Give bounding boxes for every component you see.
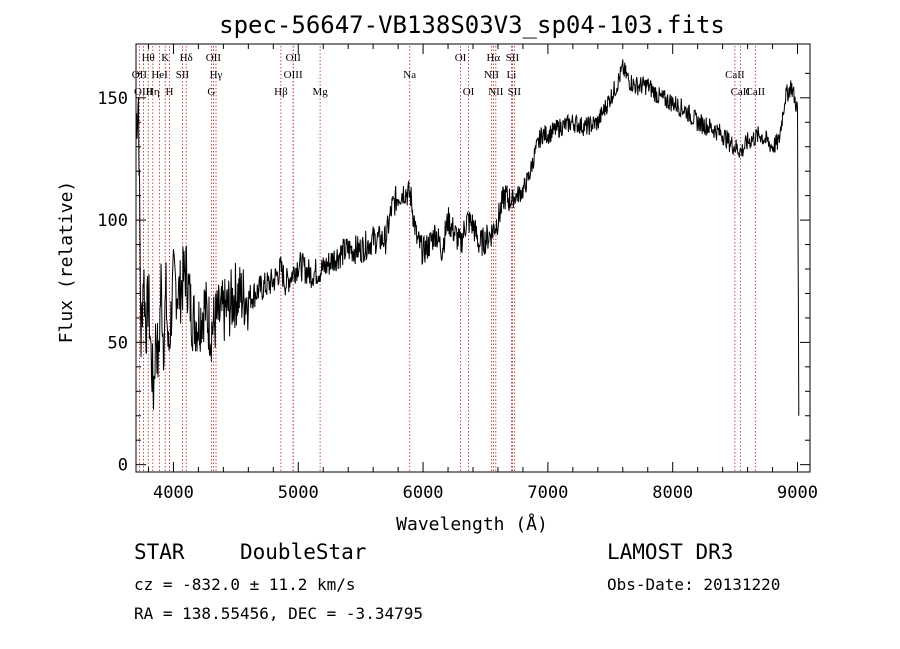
ra-dec: RA = 138.55456, DEC = -3.34795 [134, 604, 423, 623]
y-axis-label: Flux (relative) [56, 181, 77, 344]
spectral-line-label: Hα [486, 52, 500, 64]
spectral-line-label: CaII [731, 86, 751, 98]
x-tick-label: 7000 [527, 483, 568, 503]
spectral-line-label: Mg [312, 86, 328, 98]
flux-line [135, 59, 800, 416]
x-tick-label: 9000 [777, 483, 818, 503]
spectral-line-label: Hθ [142, 52, 155, 64]
plot-frame [135, 43, 811, 473]
y-tick-label: 150 [97, 89, 128, 109]
object-class: STAR [134, 540, 185, 564]
spectral-line-label: OII [206, 52, 222, 64]
chart-title: spec-56647-VB138S03V3_sp04-103.fits [219, 11, 725, 39]
spectral-line-label: Na [403, 69, 416, 81]
spectral-line-label: K [161, 52, 169, 64]
x-tick-label: 4000 [153, 483, 194, 503]
spectral-line-label: CaII [725, 69, 745, 81]
cz-value: cz = -832.0 ± 11.2 km/s [134, 575, 356, 594]
spectral-line-label: HeI [151, 69, 168, 81]
spectral-line-label: OI [455, 52, 467, 64]
spectral-line-label: CaII [746, 86, 766, 98]
spectral-line-label: Li [507, 69, 517, 81]
spectral-line-label: OII [286, 52, 302, 64]
spectral-line-label: SII [508, 86, 522, 98]
x-tick-label: 6000 [403, 483, 444, 503]
spectral-line-label: H [165, 86, 173, 98]
spectral-line-label: SII [506, 52, 520, 64]
spectral-line-label: OI [463, 86, 475, 98]
y-tick-label: 0 [118, 456, 128, 476]
survey-name: LAMOST DR3 [607, 540, 733, 564]
spectral-line-label: Hδ [180, 52, 193, 64]
x-tick-label: 5000 [278, 483, 319, 503]
axis-ticks: 4000 5000 6000 7000 8000 9000 0 50 100 150 [97, 44, 818, 503]
y-tick-label: 100 [97, 211, 128, 231]
obs-date: Obs-Date: 20131220 [607, 575, 780, 594]
spectral-line-label: Hγ [210, 69, 223, 81]
y-tick-label: 50 [108, 333, 128, 353]
spectral-line-label: OIII [284, 69, 303, 81]
spectral-line-label: OIII [134, 86, 153, 98]
spectral-line-label: NII [488, 86, 504, 98]
spectral-line-label: SII [176, 69, 190, 81]
spectral-line-label: NII [484, 69, 500, 81]
spectral-line-label: G [207, 86, 215, 98]
spectral-line-label: Hβ [274, 86, 288, 98]
flux-series [135, 59, 800, 416]
spectral-line-label: OII [132, 69, 148, 81]
x-axis-label: Wavelength (Å) [396, 513, 548, 535]
x-tick-label: 8000 [652, 483, 693, 503]
spectral-line-label: Hη [146, 86, 160, 98]
spectral-lines [138, 46, 756, 472]
object-subclass: DoubleStar [240, 540, 366, 564]
